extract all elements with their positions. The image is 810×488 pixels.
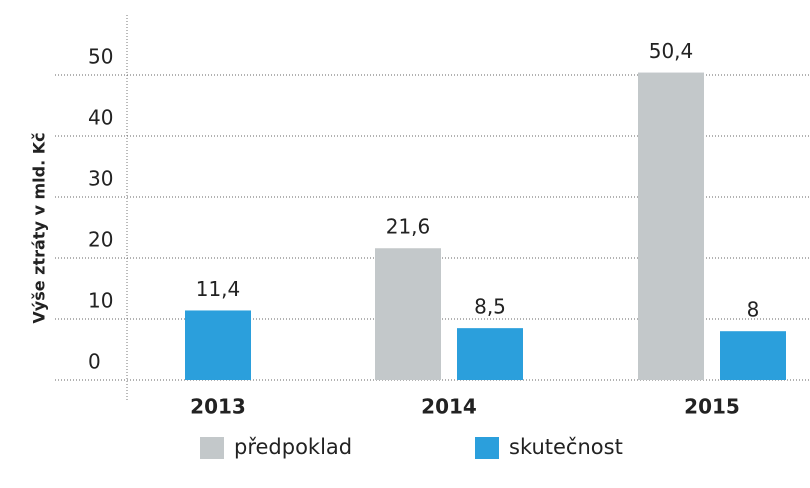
legend-label: skutečnost [509,435,623,459]
bar [185,310,251,380]
bar [457,328,523,380]
legend-swatch [475,437,499,459]
value-label: 50,4 [649,39,694,63]
x-tick-label: 2013 [190,395,246,419]
bar [375,248,441,380]
bar [638,72,704,380]
value-label: 8 [747,298,760,322]
value-label: 8,5 [474,295,506,319]
y-tick-label: 0 [88,350,101,374]
value-label: 21,6 [386,215,431,239]
legend-swatch [200,437,224,459]
x-tick-label: 2014 [421,395,477,419]
y-tick-label: 40 [88,106,113,130]
legend-label: předpoklad [234,435,352,459]
y-tick-label: 10 [88,289,113,313]
bar [720,331,786,380]
value-label: 11,4 [196,277,241,301]
y-tick-label: 30 [88,167,113,191]
y-tick-label: 50 [88,45,113,69]
x-tick-label: 2015 [684,395,740,419]
y-axis-title: Výše ztráty v mld. Kč [30,132,49,323]
y-tick-label: 20 [88,228,113,252]
